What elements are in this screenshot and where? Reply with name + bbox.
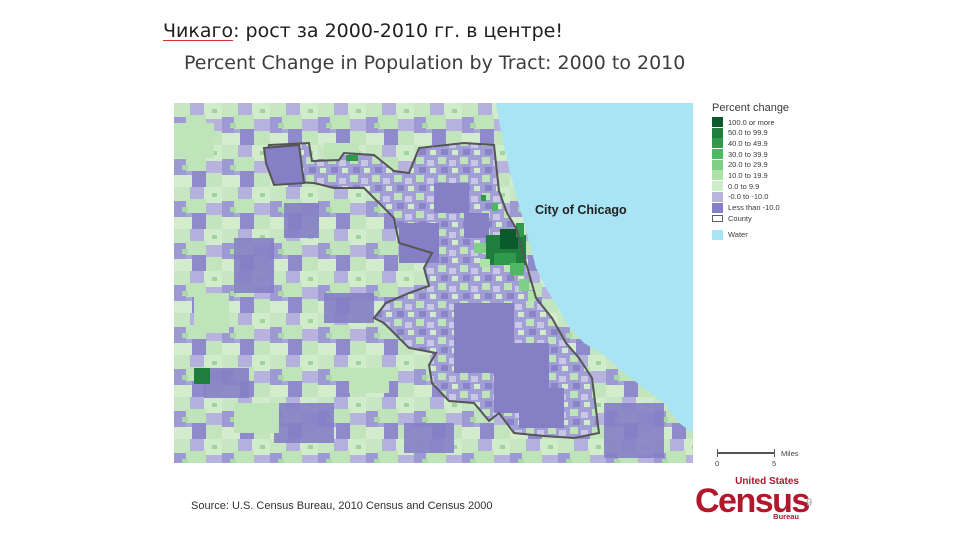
legend-label: 20.0 to 29.9 bbox=[728, 160, 768, 170]
scale-start-label: 0 bbox=[715, 459, 720, 468]
census-bureau-logo: United States Census Bureau bbox=[695, 476, 810, 522]
legend-swatch bbox=[712, 202, 723, 213]
page-number: 9 bbox=[806, 497, 813, 509]
legend-swatch bbox=[712, 181, 723, 192]
map-svg: City of Chicago bbox=[174, 103, 693, 463]
chicago-south-side-decline bbox=[399, 183, 564, 428]
scale-line bbox=[717, 452, 775, 454]
city-label: City of Chicago bbox=[535, 203, 627, 217]
logo-main-text: Census bbox=[695, 482, 810, 520]
chicago-city-boundary bbox=[264, 141, 601, 440]
county-swatch bbox=[712, 214, 723, 222]
slide-title: Чикаго: рост за 2000-2010 гг. в центре! bbox=[163, 20, 563, 42]
legend-label: 0.0 to 9.9 bbox=[728, 181, 760, 191]
ohare-boundary bbox=[262, 143, 306, 187]
lake-michigan bbox=[496, 103, 693, 433]
slide-title-city: Чикаго bbox=[163, 20, 234, 42]
legend-swatch bbox=[712, 127, 723, 138]
logo-top-text: United States bbox=[735, 476, 799, 487]
legend-label: 30.0 to 39.9 bbox=[728, 149, 768, 159]
legend-item: 30.0 to 39.9 bbox=[712, 149, 822, 160]
legend-item: -0.0 to -10.0 bbox=[712, 191, 822, 202]
legend-item: 40.0 to 49.9 bbox=[712, 138, 822, 149]
scale-bar: 0 5 Miles bbox=[714, 447, 809, 468]
legend-item: 10.0 to 19.9 bbox=[712, 170, 822, 181]
legend-label: Less than -10.0 bbox=[728, 203, 780, 213]
source-note: Source: U.S. Census Bureau, 2010 Census … bbox=[191, 500, 493, 512]
legend-item: 100.0 or more bbox=[712, 117, 822, 128]
scale-tick bbox=[774, 449, 775, 457]
legend-label: 50.0 to 99.9 bbox=[728, 128, 768, 138]
legend-swatch bbox=[712, 117, 723, 128]
legend-item: Less than -10.0 bbox=[712, 202, 822, 213]
legend-item: 50.0 to 99.9 bbox=[712, 127, 822, 138]
legend-label: 100.0 or more bbox=[728, 117, 775, 127]
map-title: Percent Change in Population by Tract: 2… bbox=[184, 52, 686, 74]
water-swatch bbox=[712, 229, 723, 240]
scale-unit: Miles bbox=[781, 449, 799, 458]
slide-title-rest: : рост за 2000-2010 гг. в центре! bbox=[233, 20, 563, 42]
declining-tract-clusters bbox=[204, 203, 664, 458]
legend-swatch bbox=[712, 159, 723, 170]
legend-label: County bbox=[728, 213, 752, 223]
population-change-map: City of Chicago bbox=[174, 103, 693, 463]
legend-item: 0.0 to 9.9 bbox=[712, 181, 822, 192]
legend-item: 20.0 to 29.9 bbox=[712, 159, 822, 170]
logo-bottom-text: Bureau bbox=[773, 512, 799, 521]
legend-item-county: County bbox=[712, 213, 822, 223]
legend-swatch bbox=[712, 170, 723, 181]
legend-label: -0.0 to -10.0 bbox=[728, 192, 769, 202]
map-legend: Percent change 100.0 or more 50.0 to 99.… bbox=[712, 102, 822, 241]
legend-title: Percent change bbox=[712, 102, 790, 114]
legend-swatch bbox=[712, 149, 723, 160]
legend-swatch bbox=[712, 191, 723, 202]
scale-end-label: 5 bbox=[772, 459, 777, 468]
legend-item-water: Water bbox=[712, 229, 822, 240]
scale-tick bbox=[717, 449, 718, 457]
legend-label: Water bbox=[728, 230, 748, 240]
legend-label: 40.0 to 49.9 bbox=[728, 138, 768, 148]
legend-swatch bbox=[712, 138, 723, 149]
legend-label: 10.0 to 19.9 bbox=[728, 170, 768, 180]
